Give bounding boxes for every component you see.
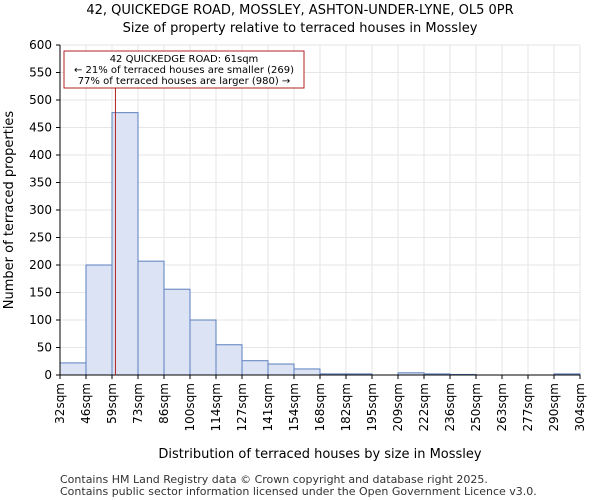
- histogram-bar: [189, 319, 217, 376]
- histogram-bar: [163, 288, 191, 376]
- x-tick-label: 154sqm: [287, 383, 301, 431]
- x-tick-label: 277sqm: [521, 383, 535, 431]
- footer-line-2: Contains public sector information licen…: [60, 485, 537, 498]
- histogram-bar: [293, 368, 321, 376]
- x-tick-label: 304sqm: [573, 383, 587, 431]
- annotation-line-2: ← 21% of terraced houses are smaller (26…: [74, 65, 294, 76]
- x-tick-label: 168sqm: [313, 383, 327, 431]
- x-tick-label: 290sqm: [547, 383, 561, 431]
- x-tick-label: 127sqm: [235, 383, 249, 431]
- annotation-line-1: 42 QUICKEDGE ROAD: 61sqm: [110, 54, 259, 65]
- y-tick-label: 150: [29, 286, 52, 300]
- x-tick-label: 100sqm: [183, 383, 197, 431]
- x-tick-label: 250sqm: [469, 383, 483, 431]
- x-tick-label: 236sqm: [443, 383, 457, 431]
- histogram-bar: [59, 362, 87, 376]
- annotation-box: 42 QUICKEDGE ROAD: 61sqm ← 21% of terrac…: [63, 50, 305, 89]
- y-tick-label: 500: [29, 93, 52, 107]
- y-tick-label: 350: [29, 176, 52, 190]
- x-tick-label: 195sqm: [365, 383, 379, 431]
- y-tick-label: 400: [29, 148, 52, 162]
- histogram-bar: [267, 363, 295, 376]
- x-tick-label: 59sqm: [105, 383, 119, 424]
- y-tick-label: 300: [29, 203, 52, 217]
- y-tick-label: 250: [29, 231, 52, 245]
- y-tick-label: 100: [29, 313, 52, 327]
- histogram-bar: [241, 360, 269, 376]
- x-tick-label: 86sqm: [157, 383, 171, 424]
- chart-title: 42, QUICKEDGE ROAD, MOSSLEY, ASHTON-UNDE…: [86, 3, 514, 18]
- x-tick-label: 114sqm: [209, 383, 223, 431]
- histogram-bar: [111, 112, 139, 376]
- x-tick-label: 32sqm: [53, 383, 67, 424]
- y-axis-label: Number of terraced properties: [2, 111, 17, 310]
- histogram-chart: 0 50 100 150 200 250 300 350 400 450 500 550 600 32s…: [2, 38, 587, 462]
- chart-subtitle: Size of property relative to terraced ho…: [122, 21, 478, 36]
- x-tick-label: 141sqm: [261, 383, 275, 431]
- histogram-bar: [85, 264, 113, 376]
- x-tick-label: 222sqm: [417, 383, 431, 431]
- y-tick-label: 50: [37, 341, 52, 355]
- footer-line-1: Contains HM Land Registry data © Crown c…: [60, 473, 488, 486]
- y-tick-label: 600: [29, 38, 52, 52]
- y-tick-label: 450: [29, 121, 52, 135]
- x-tick-label: 73sqm: [131, 383, 145, 424]
- x-tick-label: 209sqm: [391, 383, 405, 431]
- x-tick-label: 46sqm: [79, 383, 93, 424]
- x-tick-label: 182sqm: [339, 383, 353, 431]
- y-tick-label: 200: [29, 258, 52, 272]
- x-tick-label: 263sqm: [495, 383, 509, 431]
- histogram-bar: [215, 344, 243, 376]
- histogram-bar: [137, 260, 165, 376]
- y-tick-label: 0: [44, 368, 52, 382]
- y-tick-label: 550: [29, 66, 52, 80]
- x-axis-label: Distribution of terraced houses by size …: [158, 447, 482, 462]
- annotation-line-3: 77% of terraced houses are larger (980) …: [78, 76, 291, 87]
